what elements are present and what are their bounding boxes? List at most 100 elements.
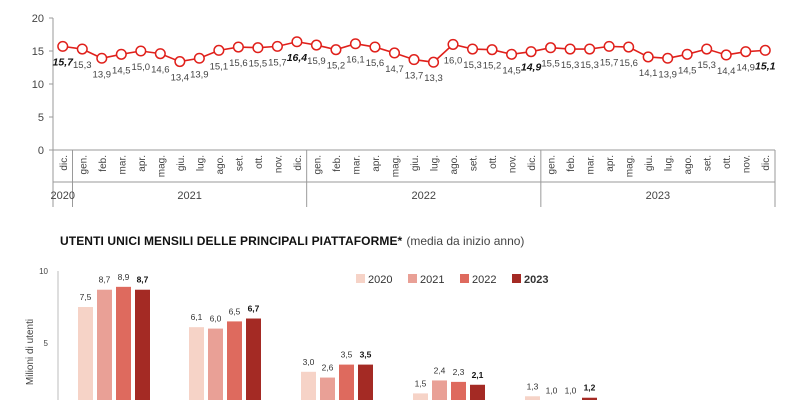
bar-chart-subtitle: (media da inizio anno) <box>406 234 525 248</box>
data-label: 16,4 <box>287 52 308 64</box>
data-point <box>486 44 498 56</box>
data-label: 15,1 <box>210 61 229 72</box>
data-point <box>310 39 322 51</box>
data-point <box>545 42 557 54</box>
data-point <box>427 56 440 68</box>
bar-chart-title: UTENTI UNICI MENSILI DELLE PRINCIPALI PI… <box>60 234 403 248</box>
data-label: 15,1 <box>755 60 776 72</box>
data-label: 15,6 <box>229 58 248 69</box>
month-label: lug. <box>195 155 206 171</box>
data-point <box>271 40 283 52</box>
data-point <box>740 46 752 58</box>
data-label: 13,3 <box>424 73 443 84</box>
bar-y-tick-label: 5 <box>44 339 49 348</box>
data-point <box>349 38 362 50</box>
data-label: 15,3 <box>463 60 482 71</box>
month-label: dic. <box>761 155 772 171</box>
bar <box>97 289 112 400</box>
bar-value-label: 8,9 <box>118 272 130 282</box>
data-point <box>115 48 127 60</box>
bar-value-label: 1,2 <box>584 383 596 393</box>
data-label: 13,7 <box>405 71 424 82</box>
data-label: 15,2 <box>483 61 502 72</box>
data-label: 15,2 <box>327 61 346 72</box>
bar <box>339 364 354 400</box>
month-label: ott. <box>488 155 499 169</box>
data-label: 14,5 <box>678 65 697 76</box>
legend-swatch <box>356 274 365 283</box>
bar-value-label: 6,0 <box>210 314 222 324</box>
bar <box>135 289 150 400</box>
bar-value-label: 8,7 <box>137 275 149 285</box>
month-label: gen. <box>78 155 89 174</box>
y-tick-label: 0 <box>38 145 44 157</box>
data-point <box>662 52 674 64</box>
month-label: nov. <box>273 155 284 173</box>
month-label: apr. <box>371 155 382 172</box>
month-label: ago. <box>215 155 226 174</box>
bar-value-label: 2,1 <box>472 370 484 380</box>
data-label: 15,3 <box>697 60 716 71</box>
month-label: giu. <box>176 155 187 171</box>
year-label: 2021 <box>177 190 201 202</box>
data-label: 14,1 <box>639 68 658 79</box>
data-label: 14,4 <box>717 66 736 77</box>
bar <box>470 384 485 400</box>
data-label: 15,6 <box>619 58 638 69</box>
data-label: 14,5 <box>502 65 521 76</box>
data-point <box>584 43 596 55</box>
bar <box>432 380 447 400</box>
bar <box>301 371 316 400</box>
data-point <box>759 44 771 56</box>
year-label: 2023 <box>646 190 670 202</box>
month-label: feb. <box>332 155 343 172</box>
data-point <box>76 43 88 55</box>
bar-value-label: 6,5 <box>229 306 241 316</box>
data-point <box>466 43 479 55</box>
data-label: 15,9 <box>307 56 326 67</box>
bar-y-axis-title: Milioni di utenti <box>25 319 36 385</box>
bar <box>78 307 93 400</box>
month-label: mag. <box>156 155 167 177</box>
data-point <box>701 43 713 55</box>
legend-label: 2021 <box>420 274 444 286</box>
legend-label: 2020 <box>368 274 392 286</box>
month-label: set. <box>469 155 480 171</box>
bar-value-label: 6,1 <box>191 312 203 322</box>
legend-swatch <box>460 274 469 283</box>
month-label: set. <box>234 155 245 171</box>
data-point <box>291 36 303 48</box>
data-label: 16,0 <box>444 55 463 66</box>
month-label: gen. <box>547 155 558 174</box>
legend-label: 2023 <box>524 274 548 286</box>
month-label: apr. <box>137 155 148 172</box>
month-label: mar. <box>351 155 362 174</box>
month-label: apr. <box>605 155 616 172</box>
data-point <box>388 47 401 59</box>
legend-swatch <box>512 274 521 283</box>
month-label: gen. <box>312 155 323 174</box>
bar-value-label: 2,6 <box>322 363 334 373</box>
data-label: 13,9 <box>93 69 112 80</box>
month-label: ago. <box>683 155 694 174</box>
data-point <box>642 51 654 63</box>
month-label: mar. <box>117 155 128 174</box>
data-point <box>506 48 518 60</box>
month-label: feb. <box>566 155 577 172</box>
month-label: feb. <box>98 155 109 172</box>
data-point <box>213 44 225 56</box>
legend-swatch <box>408 274 417 283</box>
bar-value-label: 1,3 <box>527 381 539 391</box>
month-label: nov. <box>508 155 519 173</box>
data-point <box>174 56 186 68</box>
month-label: dic. <box>293 155 304 171</box>
month-label: set. <box>703 155 714 171</box>
data-label: 15,7 <box>53 56 75 68</box>
data-point <box>193 52 205 64</box>
month-label: mag. <box>390 155 401 177</box>
data-point <box>623 41 635 53</box>
data-label: 13,9 <box>658 69 677 80</box>
legend-label: 2022 <box>472 274 496 286</box>
bar-value-label: 1,5 <box>415 378 427 388</box>
month-label: nov. <box>742 155 753 173</box>
